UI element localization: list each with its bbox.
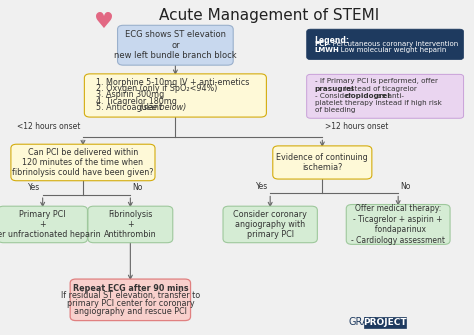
Text: PROJECT: PROJECT (363, 318, 407, 327)
Text: - If Primary PCI is performed, offer: - If Primary PCI is performed, offer (315, 78, 438, 84)
Text: platelet therapy instead if high risk: platelet therapy instead if high risk (315, 100, 442, 106)
Text: Evidence of continuing
ischemia?: Evidence of continuing ischemia? (276, 153, 368, 172)
Text: Fibrinolysis
+
Antithrombin: Fibrinolysis + Antithrombin (104, 210, 157, 239)
Text: of bleeding: of bleeding (315, 108, 355, 114)
Text: (see below): (see below) (140, 103, 187, 112)
Text: instead of ticagrelor: instead of ticagrelor (342, 86, 417, 92)
Text: Offer medical therapy:
- Ticagrelor + aspirin +
  fondaparinux
- Cardiology asse: Offer medical therapy: - Ticagrelor + as… (351, 204, 445, 245)
Text: 1. Morphine 5-10mg IV + anti-emetics: 1. Morphine 5-10mg IV + anti-emetics (96, 77, 249, 86)
Text: LMWH: LMWH (315, 47, 339, 53)
FancyBboxPatch shape (0, 206, 87, 243)
FancyBboxPatch shape (307, 29, 464, 60)
Text: GRAM: GRAM (348, 317, 377, 327)
FancyBboxPatch shape (223, 206, 317, 243)
Text: - Percutaneous coronary intervention: - Percutaneous coronary intervention (328, 41, 458, 47)
Text: Legend:: Legend: (315, 36, 350, 45)
FancyBboxPatch shape (70, 279, 191, 321)
Text: <12 hours onset: <12 hours onset (17, 122, 81, 131)
Text: - Consider: - Consider (315, 93, 354, 99)
FancyBboxPatch shape (11, 144, 155, 181)
FancyBboxPatch shape (273, 146, 372, 179)
FancyBboxPatch shape (84, 74, 266, 117)
FancyBboxPatch shape (364, 317, 406, 328)
Text: as anti-: as anti- (375, 93, 404, 99)
Text: 2. Oxygen (only if SpO₂<94%): 2. Oxygen (only if SpO₂<94%) (96, 84, 217, 93)
Text: prasugrel: prasugrel (315, 86, 355, 92)
Text: If residual ST elevation, transfer to: If residual ST elevation, transfer to (61, 291, 200, 300)
Text: ECG shows ST elevation
or
new left bundle branch block: ECG shows ST elevation or new left bundl… (114, 30, 237, 60)
Text: Repeat ECG after 90 mins: Repeat ECG after 90 mins (73, 284, 188, 293)
FancyBboxPatch shape (346, 204, 450, 245)
FancyBboxPatch shape (88, 206, 173, 243)
Text: - Low molecular weight heparin: - Low molecular weight heparin (336, 47, 446, 53)
Text: No: No (401, 182, 411, 191)
Text: ♥: ♥ (94, 12, 114, 32)
Text: 4. Ticagrelor 180mg: 4. Ticagrelor 180mg (96, 97, 177, 106)
Text: 3. Aspirin 300mg: 3. Aspirin 300mg (96, 90, 164, 99)
Text: Yes: Yes (255, 182, 268, 191)
FancyBboxPatch shape (307, 74, 464, 118)
Text: Yes: Yes (28, 184, 40, 192)
Text: PCI: PCI (315, 41, 328, 47)
Text: Consider coronary
angiography with
primary PCI: Consider coronary angiography with prima… (233, 210, 307, 239)
FancyBboxPatch shape (118, 25, 233, 65)
Text: 5. Anticoagulant: 5. Anticoagulant (96, 103, 164, 112)
Text: clopidogrel: clopidogrel (345, 93, 391, 99)
Text: No: No (133, 184, 143, 192)
Text: >12 hours onset: >12 hours onset (325, 122, 388, 131)
Text: angiography and rescue PCI: angiography and rescue PCI (74, 307, 187, 316)
Text: Can PCI be delivered within
120 minutes of the time when
fibrinolysis could have: Can PCI be delivered within 120 minutes … (12, 148, 154, 177)
Text: primary PCI center for coronary: primary PCI center for coronary (66, 299, 194, 308)
Text: Primary PCI
+
Offer unfractionated heparin: Primary PCI + Offer unfractionated hepar… (0, 210, 100, 239)
Text: Acute Management of STEMI: Acute Management of STEMI (159, 8, 379, 23)
